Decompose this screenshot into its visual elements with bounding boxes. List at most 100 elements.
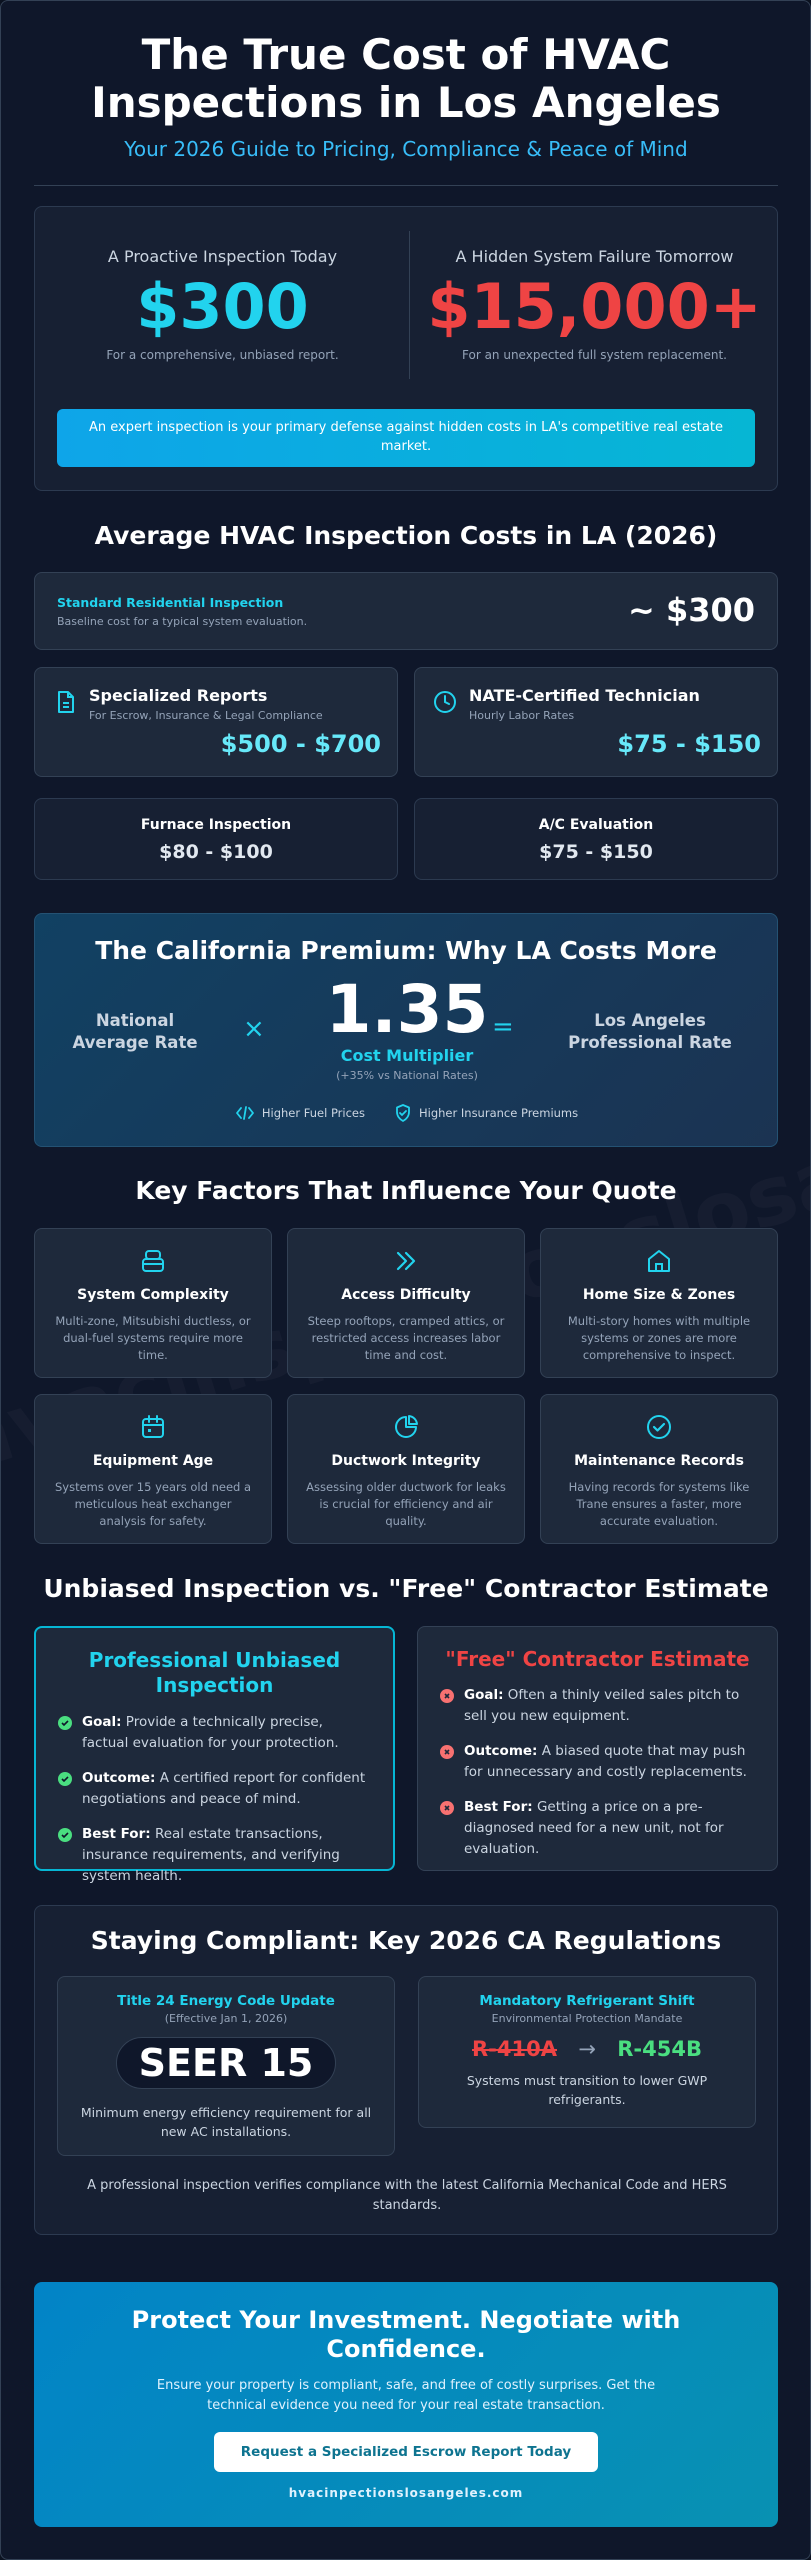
item-label: Outcome: [82, 1770, 156, 1786]
factor-title: Maintenance Records [574, 1453, 744, 1469]
title24-card: Title 24 Energy Code Update (Effective J… [57, 1976, 395, 2156]
header-divider [34, 185, 778, 186]
item-label: Goal: [464, 1687, 504, 1703]
item-text: Often a thinly veiled sales pitch to sel… [464, 1687, 740, 1724]
factor-card-equipment-age: Equipment Age Systems over 15 years old … [34, 1394, 272, 1544]
nate-title: NATE-Certified Technician [469, 686, 700, 705]
pro-title-line-1: Professional Unbiased [88, 1648, 341, 1672]
la-line-1: Los Angeles [594, 1011, 706, 1030]
standard-inspection-card: Standard Residential Inspection Baseline… [34, 572, 778, 650]
x-icon [440, 1689, 454, 1703]
ref-sub: Environmental Protection Mandate [491, 2012, 683, 2025]
versus-title: Unbiased Inspection vs. "Free" Contracto… [43, 1574, 769, 1603]
cta-card: Protect Your Investment. Negotiate with … [34, 2282, 778, 2527]
home-icon [645, 1247, 673, 1275]
page-subtitle: Your 2026 Guide to Pricing, Compliance &… [124, 137, 688, 161]
factor-title: Equipment Age [92, 1453, 214, 1469]
defense-banner: An expert inspection is your primary def… [57, 409, 755, 467]
compliance-card: Staying Compliant: Key 2026 CA Regulatio… [34, 1905, 778, 2235]
costs-title: Average HVAC Inspection Costs in LA (202… [94, 521, 718, 550]
item-text: Getting a price on a pre-diagnosed need … [464, 1799, 724, 1857]
compare-right-value: $15,000+ [427, 270, 762, 343]
compare-right-desc: For an unexpected full system replacemen… [462, 348, 727, 362]
standard-label: Standard Residential Inspection [57, 595, 284, 610]
code-icon [235, 1105, 254, 1121]
free-estimate-card: "Free" Contractor Estimate Goal: Often a… [417, 1626, 778, 1871]
chevrons-right-icon [392, 1247, 420, 1275]
equals-sign: = [492, 1012, 514, 1042]
factor-insurance: Higher Insurance Premiums [419, 1106, 579, 1120]
item-label: Outcome: [464, 1743, 538, 1759]
calendar-icon [139, 1413, 167, 1441]
premium-title: The California Premium: Why LA Costs Mor… [95, 936, 717, 965]
pro-title-line-2: Inspection [155, 1673, 274, 1697]
factor-title: Access Difficulty [341, 1287, 471, 1303]
factor-desc: Systems over 15 years old need a meticul… [54, 1480, 252, 1528]
document-icon [55, 690, 77, 714]
page-title: The True Cost of HVAC Inspections in Los… [34, 31, 778, 127]
factor-card-home-size: Home Size & Zones Multi-story homes with… [540, 1228, 778, 1378]
multiplier-value: 1.35 [325, 971, 489, 1048]
ref-title: Mandatory Refrigerant Shift [479, 1993, 695, 2009]
refrigerant-shift: R-410A → R-454B [419, 2037, 755, 2061]
item-label: Goal: [82, 1714, 122, 1730]
check-icon [58, 1772, 72, 1786]
cost-multiplier: 1.35 Cost Multiplier (+35% vs National R… [265, 971, 549, 1083]
furnace-card: Furnace Inspection $80 - $100 [34, 798, 398, 880]
factor-desc: Multi-story homes with multiple systems … [567, 1314, 751, 1362]
national-line-1: National [95, 1011, 175, 1030]
new-refrigerant: R-454B [617, 2037, 702, 2061]
compare-divider [409, 231, 410, 379]
t24-title: Title 24 Energy Code Update [117, 1993, 335, 2009]
furnace-value: $80 - $100 [159, 841, 273, 863]
standard-value: ~ $300 [627, 591, 755, 629]
list-item: Goal: Often a thinly veiled sales pitch … [440, 1685, 755, 1727]
list-item: Best For: Getting a price on a pre-diagn… [440, 1797, 755, 1860]
specialized-reports-card: Specialized Reports For Escrow, Insuranc… [34, 667, 398, 777]
factor-desc: Assessing older ductwork for leaks is cr… [306, 1480, 506, 1528]
pie-chart-icon [392, 1413, 420, 1441]
cta-title-line-1: Protect Your Investment. Negotiate with [131, 2306, 681, 2334]
furnace-title: Furnace Inspection [140, 817, 292, 833]
pro-title: Professional Unbiased Inspection [58, 1648, 371, 1698]
seer-badge: SEER 15 [116, 2037, 336, 2089]
check-icon [58, 1828, 72, 1842]
multiplier-note: (+35% vs National Rates) [336, 1069, 478, 1082]
list-item: Outcome: A certified report for confiden… [58, 1768, 371, 1810]
factor-desc: Having records for systems like Trane en… [568, 1480, 750, 1528]
times-sign: × [243, 1014, 265, 1044]
list-item: Goal: Provide a technically precise, fac… [58, 1712, 371, 1754]
header: The True Cost of HVAC Inspections in Los… [34, 31, 778, 186]
old-refrigerant: R-410A [472, 2037, 557, 2061]
la-rate: Los Angeles Professional Rate [535, 1010, 765, 1054]
national-line-2: Average Rate [72, 1033, 198, 1052]
request-report-button[interactable]: Request a Specialized Escrow Report Toda… [214, 2432, 598, 2472]
professional-inspection-card: Professional Unbiased Inspection Goal: P… [34, 1626, 395, 1884]
compare-left: A Proactive Inspection Today $300 For a … [35, 247, 410, 362]
clock-icon [433, 690, 457, 714]
x-icon [440, 1801, 454, 1815]
item-label: Best For: [464, 1799, 533, 1815]
factor-card-maintenance: Maintenance Records Having records for s… [540, 1394, 778, 1544]
list-item: Best For: Real estate transactions, insu… [58, 1824, 371, 1887]
ref-desc: Systems must transition to lower GWP ref… [466, 2073, 708, 2107]
compliance-title: Staying Compliant: Key 2026 CA Regulatio… [90, 1926, 722, 1955]
list-item: Outcome: A biased quote that may push fo… [440, 1741, 755, 1783]
pro-list: Goal: Provide a technically precise, fac… [58, 1712, 371, 1887]
factor-fuel: Higher Fuel Prices [261, 1106, 365, 1120]
layers-icon [139, 1247, 167, 1275]
nate-value: $75 - $150 [617, 730, 761, 758]
item-text: Real estate transactions, insurance requ… [82, 1826, 340, 1884]
x-icon [440, 1745, 454, 1759]
nate-technician-card: NATE-Certified Technician Hourly Labor R… [414, 667, 778, 777]
item-text: Provide a technically precise, factual e… [82, 1714, 339, 1751]
cost-compare-card: A Proactive Inspection Today $300 For a … [34, 206, 778, 491]
factor-title: Home Size & Zones [582, 1287, 736, 1303]
check-icon [58, 1716, 72, 1730]
item-label: Best For: [82, 1826, 151, 1842]
compare-left-desc: For a comprehensive, unbiased report. [106, 348, 339, 362]
t24-sub: (Effective Jan 1, 2026) [164, 2012, 288, 2025]
free-title: "Free" Contractor Estimate [445, 1647, 750, 1671]
website-link[interactable]: hvacinpectionslosangeles.com [288, 2486, 524, 2500]
item-text: A certified report for confident negotia… [82, 1770, 366, 1807]
